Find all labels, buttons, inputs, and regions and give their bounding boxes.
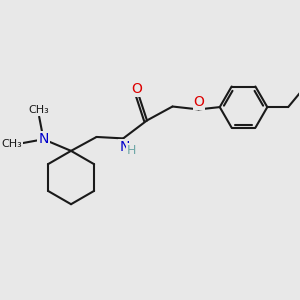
Text: H: H <box>127 144 136 157</box>
Text: CH₃: CH₃ <box>1 139 22 148</box>
Text: N: N <box>38 132 49 146</box>
Text: N: N <box>119 140 130 154</box>
Text: O: O <box>131 82 142 96</box>
Text: O: O <box>194 95 205 109</box>
Text: CH₃: CH₃ <box>29 105 50 115</box>
